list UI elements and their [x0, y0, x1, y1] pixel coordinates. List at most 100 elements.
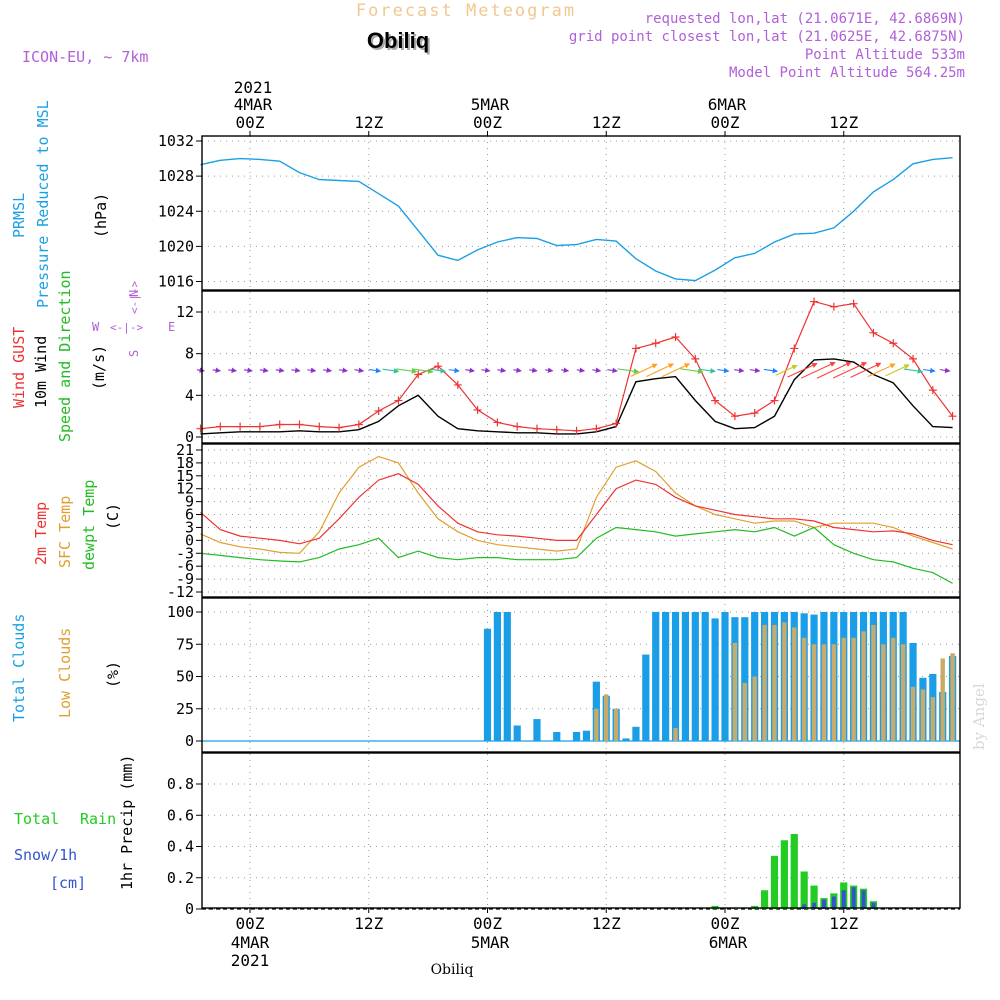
bottom-hour-1: 12Z — [354, 914, 383, 933]
low-cloud-bar-66 — [900, 644, 906, 741]
low-cloud-bar-51 — [752, 676, 757, 741]
low-cloud-bar-60 — [841, 637, 846, 741]
gust-line — [200, 300, 954, 432]
total-cloud-bar-45 — [691, 612, 699, 741]
temp-ytick-label-7: 9 — [185, 493, 194, 511]
pressure-line — [200, 157, 953, 282]
snow-bar-12 — [831, 896, 836, 909]
panel-frame-1 — [201, 290, 961, 444]
wind-arrow — [576, 367, 586, 373]
gust-marker-37 — [928, 386, 937, 395]
pressure-panel: 1016 1020 1024 1028 1032 — [158, 132, 953, 291]
sfc-temp-line — [200, 455, 953, 554]
gust-marker-14 — [473, 405, 482, 414]
total-cloud-bar-41 — [652, 612, 660, 741]
precip-ylabel: 1hr Precip (mm) — [118, 755, 136, 890]
temp-ytick-label-5: 3 — [185, 518, 194, 536]
total-cloud-bar-42 — [662, 612, 670, 741]
compass-s: S — [127, 350, 141, 357]
wind-arrow — [607, 367, 618, 374]
low-cloud-bar-68 — [920, 689, 926, 741]
temp-ytick-label-9: 15 — [176, 467, 194, 485]
clouds-ytick-label-1: 25 — [176, 700, 194, 718]
low-cloud-bar-58 — [821, 644, 827, 741]
wind-arrow — [734, 367, 745, 374]
precip-ytick-label-0: 0 — [185, 900, 194, 918]
wind-arrow — [903, 368, 924, 374]
pressure-ytick-label-0: 1016 — [158, 273, 194, 291]
clouds-panel: 0 25 50 75 100 — [167, 603, 960, 750]
wind-arrow — [481, 367, 491, 373]
bottom-hour-4: 00Z — [711, 914, 740, 933]
wind-arrow — [832, 362, 868, 379]
gust-marker-9 — [374, 406, 383, 415]
gust-marker-4 — [275, 420, 284, 429]
rain-legend-1: Total — [14, 810, 59, 828]
total-cloud-bar-46 — [701, 612, 709, 741]
wind-arrow — [307, 367, 317, 373]
bottom-hour-0: 00Z — [236, 914, 265, 933]
low-cloud-bar-57 — [811, 644, 817, 741]
clouds-ytick-label-4: 100 — [167, 603, 194, 621]
top-hour-3: 12Z — [592, 113, 621, 132]
gust-marker-3 — [255, 422, 264, 431]
bottom-location: Obiliq — [431, 962, 474, 978]
low-cloud-bar-67 — [910, 686, 916, 741]
low-cloud-bar-55 — [792, 627, 797, 741]
wind-arrow — [396, 368, 418, 374]
wind-arrow — [323, 367, 333, 373]
temp-ytick-label-6: 6 — [185, 506, 194, 524]
low-cloud-bar-54 — [782, 622, 787, 741]
low-cloud-bar-62 — [861, 631, 866, 741]
sfc-label: SFC Temp — [56, 496, 74, 568]
wind-arrow — [411, 368, 434, 374]
total-cloud-bar-50 — [741, 617, 749, 741]
wind-arrow — [212, 367, 222, 373]
gust-marker-35 — [889, 339, 898, 348]
total-cloud-bar-27 — [513, 725, 521, 741]
bottom-year: 2021 — [231, 951, 270, 970]
location-title: Obiliq — [367, 28, 429, 53]
total-cloud-bar-34 — [582, 730, 591, 741]
gust-marker-10 — [394, 396, 403, 405]
model-label: ICON-EU, ~ 7km — [22, 48, 148, 66]
gust-marker-7 — [335, 423, 344, 432]
gust-marker-23 — [651, 339, 660, 348]
gust-marker-32 — [829, 302, 838, 311]
gust-marker-0 — [196, 424, 205, 433]
wind-panel: 0 4 8 12 — [176, 297, 957, 446]
snow-bar-11 — [821, 899, 826, 909]
gust-marker-2 — [236, 422, 245, 431]
wind-arrow — [448, 367, 460, 374]
bottom-day-2: 6MAR — [709, 933, 748, 952]
t2m-line — [200, 473, 953, 546]
model-altitude: Model Point Altitude 564.25m — [729, 65, 965, 81]
dewpoint-line — [200, 526, 953, 584]
precip-panel: 0 0.2 0.4 0.6 0.8 — [167, 775, 960, 918]
gust-marker-29 — [770, 396, 779, 405]
wind-arrow — [382, 368, 400, 374]
gust-marker-15 — [493, 418, 502, 427]
total-cloud-bar-29 — [533, 719, 541, 741]
wind-arrow — [430, 367, 447, 374]
top-year: 2021 — [234, 78, 273, 97]
total-cloud-bar-38 — [622, 738, 630, 741]
snow-bar-15 — [861, 890, 866, 909]
gust-marker-28 — [750, 409, 759, 418]
top-hour-0: 00Z — [236, 113, 265, 132]
requested-coords: requested lon,lat (21.0671E, 42.6869N) — [645, 11, 965, 27]
bottom-hour-2: 00Z — [473, 914, 502, 933]
top-day-2: 6MAR — [708, 95, 747, 114]
rain-legend-2: Rain — [80, 810, 116, 828]
watermark: by Angel — [970, 683, 988, 750]
compass-rose: N S W E <-|-> <-|-> — [92, 281, 175, 357]
temp-ytick-label-1: -9 — [176, 570, 194, 588]
gust-marker-8 — [354, 420, 363, 429]
temp-ytick-label-2: -6 — [176, 557, 194, 575]
low-cloud-bar-49 — [732, 642, 738, 741]
total-cloud-bar-33 — [572, 731, 581, 741]
wind-arrow — [646, 363, 674, 378]
top-hour-5: 12Z — [829, 113, 858, 132]
low-clouds-label: Low Clouds — [56, 628, 74, 718]
wind-arrow — [680, 368, 704, 374]
